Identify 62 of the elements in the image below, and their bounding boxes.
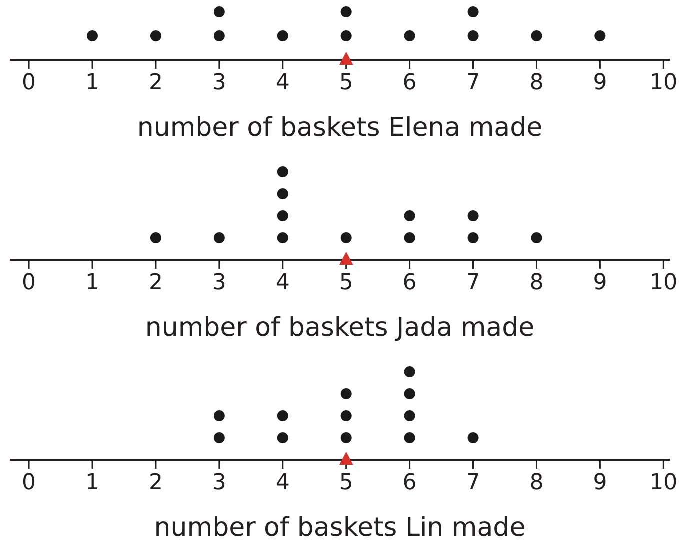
x-axis-title: number of baskets Jada made xyxy=(145,313,535,343)
x-tick-label: 5 xyxy=(339,470,354,496)
point xyxy=(150,232,162,244)
x-tick-label: 10 xyxy=(650,270,678,296)
point xyxy=(214,232,225,244)
x-tick-label: 3 xyxy=(212,70,226,96)
point xyxy=(404,432,416,444)
x-tick-label: 2 xyxy=(148,270,163,296)
point xyxy=(340,410,352,422)
x-tick-label: 3 xyxy=(212,470,226,496)
point xyxy=(214,410,225,422)
x-tick-label: 1 xyxy=(86,270,100,296)
point xyxy=(339,252,354,265)
x-tick-label: 9 xyxy=(593,70,608,96)
x-tick-label: 3 xyxy=(212,270,226,296)
x-axis-title: number of baskets Lin made xyxy=(154,513,526,543)
point xyxy=(468,210,479,222)
x-tick-label: 4 xyxy=(276,270,290,296)
point xyxy=(404,232,416,244)
point xyxy=(468,232,479,244)
x-tick-label: 5 xyxy=(339,270,354,296)
x-tick-label: 4 xyxy=(276,470,290,496)
x-tick-label: 0 xyxy=(22,70,36,96)
point xyxy=(277,232,288,244)
x-tick-label: 1 xyxy=(86,470,100,496)
x-tick-label: 7 xyxy=(466,470,480,496)
x-tick-label: 10 xyxy=(650,70,678,96)
point xyxy=(277,432,288,444)
x-tick-label: 4 xyxy=(276,70,290,96)
point xyxy=(404,388,416,400)
x-tick-label: 0 xyxy=(22,470,36,496)
point xyxy=(531,232,542,244)
x-tick-label: 5 xyxy=(339,70,354,96)
x-tick-label: 8 xyxy=(530,270,544,296)
x-tick-label: 7 xyxy=(466,270,480,296)
point xyxy=(277,210,288,222)
x-tick-label: 9 xyxy=(593,470,608,496)
point xyxy=(340,232,352,244)
point xyxy=(404,366,416,378)
x-tick-label: 8 xyxy=(530,470,544,496)
x-tick-label: 7 xyxy=(466,70,480,96)
x-tick-label: 10 xyxy=(650,470,678,496)
point xyxy=(277,188,288,200)
x-tick-label: 1 xyxy=(86,70,100,96)
point xyxy=(404,210,416,222)
point xyxy=(277,410,288,422)
point xyxy=(340,432,352,444)
x-tick-label: 6 xyxy=(402,470,417,496)
point xyxy=(339,452,354,465)
point xyxy=(468,432,479,444)
point xyxy=(277,166,288,178)
point xyxy=(404,410,416,422)
x-tick-label: 9 xyxy=(593,270,608,296)
x-tick-label: 2 xyxy=(148,470,163,496)
point xyxy=(340,388,352,400)
x-tick-label: 6 xyxy=(402,270,417,296)
x-tick-label: 0 xyxy=(22,270,36,296)
point xyxy=(214,432,225,444)
x-tick-label: 6 xyxy=(402,70,417,96)
x-axis-title: number of baskets Elena made xyxy=(137,113,543,143)
x-tick-label: 2 xyxy=(148,70,163,96)
x-tick-label: 8 xyxy=(530,70,544,96)
